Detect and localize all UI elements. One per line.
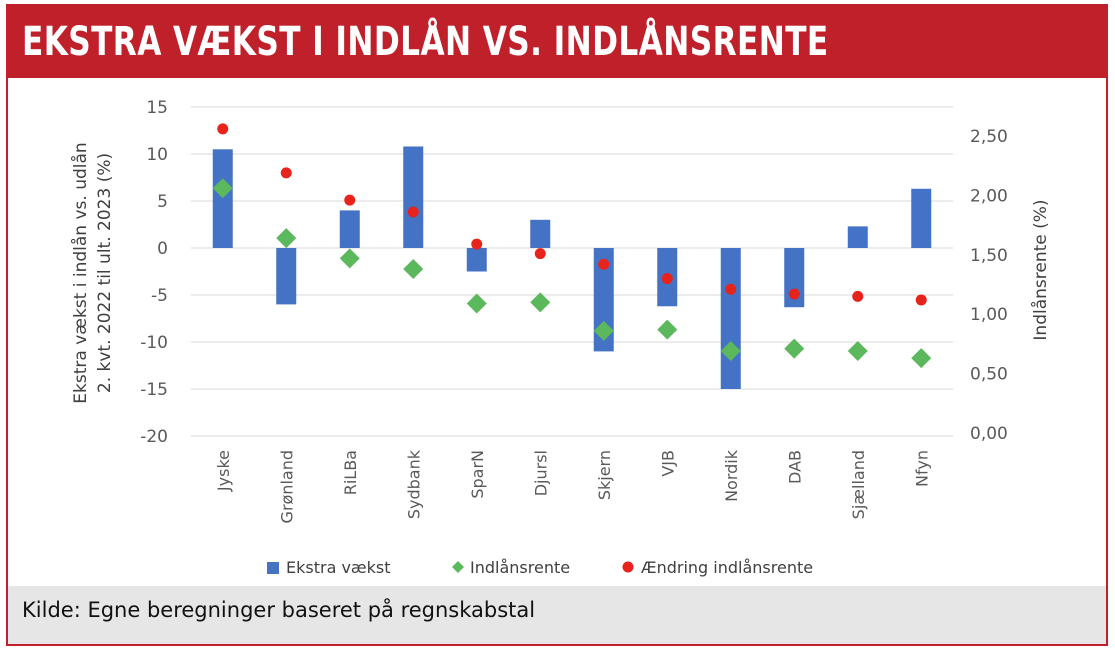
dot-point	[788, 288, 800, 300]
diamond-point	[212, 178, 233, 199]
diamond-point	[720, 341, 741, 362]
diamond-point	[530, 292, 551, 313]
bar	[593, 248, 614, 352]
right-tick-label: 1,50	[970, 246, 1008, 266]
left-tick-label: 15	[146, 98, 168, 118]
bar	[466, 248, 487, 272]
legend-label-indlaansrente: Indlånsrente	[470, 558, 570, 577]
left-tick-label: 10	[146, 145, 168, 165]
right-tick-label: 1,00	[970, 305, 1008, 325]
right-tick-label: 0,50	[970, 365, 1008, 385]
bar	[339, 210, 360, 248]
legend-bar-swatch	[267, 562, 279, 574]
header-banner: EKSTRA VÆKST I INDLÅN VS. INDLÅNSRENTE	[8, 6, 1106, 78]
bar	[212, 149, 233, 248]
left-axis-label-line1: Ekstra vækst i indlån vs. udlån	[70, 142, 91, 403]
legend-diamond-swatch	[452, 561, 464, 573]
dot-point	[217, 123, 229, 135]
dot-point	[280, 167, 292, 179]
category-label: Jyske	[214, 450, 233, 492]
diamond-point	[403, 259, 424, 280]
category-label: Nordik	[722, 449, 741, 502]
bar	[911, 188, 932, 248]
category-label: Sydbank	[404, 449, 423, 519]
legend-label-aendring-indlaansrente: Ændring indlånsrente	[641, 558, 813, 577]
diamond-point	[276, 228, 297, 249]
category-label: SparN	[468, 450, 487, 499]
left-axis-ticks: 15 10 5 0 -5 -10 -15 -20	[140, 98, 168, 447]
dot-point	[915, 294, 927, 306]
right-tick-label: 0,00	[970, 424, 1008, 444]
diamond-point	[847, 341, 868, 362]
left-tick-label: -10	[140, 333, 168, 353]
category-label: Nfyn	[912, 450, 931, 487]
left-tick-label: -20	[140, 427, 168, 447]
diamond-point	[784, 338, 805, 359]
dot-point	[661, 273, 673, 285]
dot-point	[725, 283, 737, 295]
chart-frame: EKSTRA VÆKST I INDLÅN VS. INDLÅNSRENTE 1…	[6, 4, 1108, 646]
diamond-point	[657, 319, 678, 340]
bar	[847, 226, 868, 248]
right-tick-label: 2,00	[970, 186, 1008, 206]
bar	[276, 248, 297, 305]
combo-chart: 15 10 5 0 -5 -10 -15 -20 2,50 2,00 1,50 1,00 0,50 0,…	[70, 98, 1051, 577]
dot-point	[344, 194, 356, 206]
category-label: VJB	[658, 450, 677, 477]
dot-point	[471, 238, 483, 250]
page-title: EKSTRA VÆKST I INDLÅN VS. INDLÅNSRENTE	[22, 19, 829, 65]
left-tick-label: 5	[157, 192, 168, 212]
bar-series	[212, 146, 932, 389]
legend-label-ekstra-vaekst: Ekstra vækst	[286, 558, 391, 577]
left-axis-label-line2: 2. kvt. 2022 til ult. 2023 (%)	[95, 153, 115, 393]
gridlines	[191, 106, 953, 437]
category-label: Grønland	[277, 450, 296, 523]
right-axis-ticks: 2,50 2,00 1,50 1,00 0,50 0,00	[970, 127, 1008, 444]
category-label: Djursl	[531, 450, 550, 496]
bar	[530, 219, 551, 248]
dot-point	[407, 206, 419, 218]
source-note: Kilde: Egne beregninger baseret på regns…	[22, 598, 536, 622]
bar	[720, 248, 741, 389]
category-label: Skjern	[595, 450, 614, 500]
left-tick-label: 0	[157, 239, 168, 259]
diamond-point	[466, 293, 487, 314]
category-label: Sjælland	[849, 450, 868, 519]
dot-point	[852, 290, 864, 302]
bar	[403, 146, 424, 248]
legend: Ekstra vækst Indlånsrente Ændring indlån…	[267, 558, 813, 577]
right-axis-label: Indlånsrente (%)	[1030, 199, 1051, 340]
source-footer: Kilde: Egne beregninger baseret på regns…	[8, 586, 1106, 644]
diamond-point	[339, 248, 360, 269]
dot-series	[217, 123, 927, 306]
category-label: DAB	[785, 450, 804, 484]
diamond-series	[212, 178, 932, 369]
category-label: RiLBa	[341, 450, 360, 495]
category-labels: Jyske Grønland RiLBa Sydbank SparN Djursl Skje…	[214, 449, 932, 523]
legend-dot-swatch	[622, 561, 634, 573]
dot-point	[598, 258, 610, 270]
left-tick-label: -15	[140, 380, 168, 400]
diamond-point	[911, 348, 932, 369]
diamond-point	[593, 320, 614, 341]
dot-point	[534, 248, 546, 260]
right-tick-label: 2,50	[970, 127, 1008, 147]
left-tick-label: -5	[151, 286, 168, 306]
